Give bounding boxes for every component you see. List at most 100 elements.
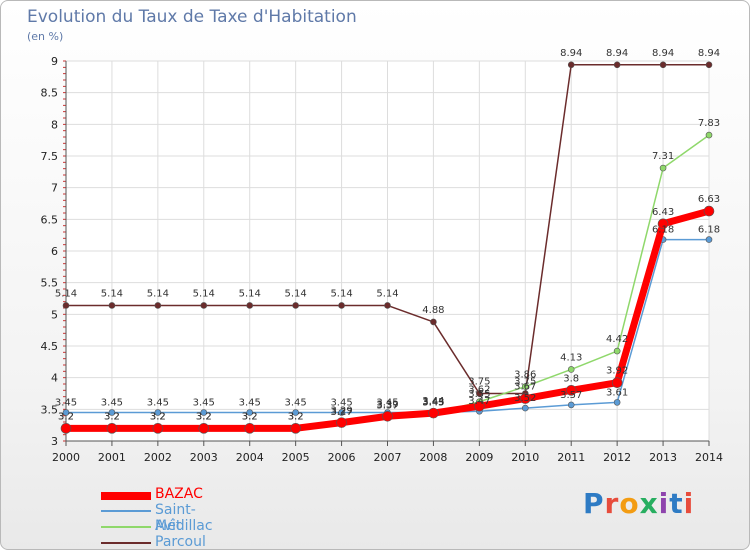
y-tick-label: 8 — [51, 118, 58, 131]
data-label-m-dillac: 7.31 — [652, 151, 674, 162]
data-point-saint-avit — [200, 409, 208, 416]
data-label-saint-avit: 3.45 — [193, 398, 215, 409]
data-point-parcoul — [154, 302, 162, 309]
proxiti-logo: Proxiti — [583, 487, 694, 520]
logo-letter: r — [604, 487, 620, 520]
x-tick-label: 2014 — [695, 451, 723, 464]
x-tick-label: 2009 — [465, 451, 493, 464]
data-label-bazac: 3.2 — [196, 411, 212, 422]
data-label-parcoul: 5.14 — [330, 288, 352, 299]
data-point-m-dillac — [613, 347, 621, 355]
logo-letter: P — [583, 487, 605, 520]
legend-swatch-parcoul — [101, 542, 151, 544]
y-tick-label: 4 — [51, 372, 58, 385]
data-point-parcoul — [246, 302, 254, 309]
data-point-parcoul — [338, 302, 345, 309]
data-label-saint-avit: 6.18 — [698, 225, 720, 236]
data-point-parcoul — [659, 61, 667, 69]
y-tick-label: 7.5 — [41, 150, 59, 163]
data-label-bazac: 6.43 — [652, 207, 674, 218]
data-label-bazac: 3.29 — [330, 406, 352, 417]
data-point-bazac — [474, 400, 485, 412]
data-point-parcoul — [384, 302, 391, 309]
data-label-m-dillac: 3.43 — [422, 397, 444, 408]
data-point-saint-avit — [338, 409, 345, 416]
legend-swatch-medillac — [101, 526, 151, 528]
data-label-bazac: 3.92 — [606, 366, 628, 377]
data-point-saint-avit — [62, 409, 70, 416]
data-point-parcoul — [476, 390, 483, 397]
data-label-m-dillac: 4.42 — [606, 334, 628, 345]
data-label-bazac: 3.2 — [58, 411, 74, 422]
data-point-bazac — [519, 393, 531, 404]
data-label-saint-avit: 3.57 — [560, 390, 582, 401]
data-point-parcoul — [567, 61, 575, 69]
data-point-saint-avit — [705, 236, 713, 243]
x-tick-label: 2007 — [374, 451, 402, 464]
data-label-saint-avit: 3.47 — [468, 396, 490, 407]
data-label-bazac: 3.2 — [242, 411, 258, 422]
logo-letter: i — [683, 487, 695, 520]
data-label-saint-avit: 3.45 — [330, 398, 352, 409]
data-label-saint-avit: 6.18 — [652, 225, 674, 236]
data-label-parcoul: 5.14 — [285, 288, 307, 299]
data-point-m-dillac — [705, 131, 713, 139]
data-point-m-dillac — [659, 164, 667, 172]
y-tick-label: 5.5 — [41, 277, 59, 290]
data-label-m-dillac: 3.2 — [288, 411, 304, 422]
data-point-parcoul — [613, 61, 621, 69]
data-label-parcoul: 5.14 — [101, 288, 123, 299]
data-point-parcoul — [108, 302, 116, 309]
y-tick-label: 3.5 — [41, 403, 59, 416]
data-label-saint-avit: 3.45 — [55, 398, 77, 409]
data-point-bazac — [290, 423, 301, 434]
data-label-saint-avit: 3.45 — [376, 398, 398, 409]
data-label-parcoul: 8.94 — [606, 48, 628, 59]
y-tick-label: 6 — [51, 245, 58, 258]
x-tick-label: 2005 — [282, 451, 310, 464]
data-label-parcoul: 5.14 — [239, 288, 261, 299]
data-label-parcoul: 4.88 — [422, 305, 444, 316]
x-tick-label: 2010 — [511, 451, 539, 464]
y-tick-label: 3 — [51, 435, 58, 448]
x-tick-label: 2004 — [236, 451, 264, 464]
data-label-m-dillac: 3.27 — [330, 407, 352, 418]
y-tick-label: 8.5 — [41, 87, 59, 100]
x-tick-label: 2013 — [649, 451, 677, 464]
data-point-bazac — [244, 423, 256, 434]
y-tick-label: 7 — [51, 182, 58, 195]
data-label-bazac: 3.67 — [514, 382, 536, 393]
data-label-saint-avit: 3.45 — [101, 398, 123, 409]
x-tick-label: 2001 — [98, 451, 126, 464]
x-tick-label: 2006 — [328, 451, 356, 464]
legend-label-parcoul: Parcoul — [155, 534, 206, 550]
data-label-bazac: 3.39 — [376, 399, 398, 410]
data-label-bazac: 3.2 — [104, 411, 120, 422]
x-tick-label: 2003 — [190, 451, 218, 464]
logo-letter: x — [639, 487, 659, 520]
x-tick-label: 2000 — [52, 451, 80, 464]
data-point-bazac — [106, 423, 118, 434]
data-point-bazac — [336, 417, 347, 428]
data-label-m-dillac: 3.37 — [376, 401, 398, 412]
x-tick-label: 2008 — [419, 451, 447, 464]
chart-unit: (en %) — [27, 30, 64, 43]
legend-label-medillac: Médillac — [155, 518, 213, 534]
data-label-saint-avit: 3.45 — [422, 398, 444, 409]
data-label-m-dillac: 3.2 — [242, 411, 258, 422]
data-label-saint-avit: 3.45 — [285, 398, 307, 409]
data-label-parcoul: 3.75 — [468, 377, 490, 388]
data-label-parcoul: 8.94 — [652, 48, 674, 59]
data-label-m-dillac: 3.2 — [196, 411, 212, 422]
data-label-parcoul: 5.14 — [147, 288, 169, 299]
data-label-m-dillac: 3.62 — [468, 385, 490, 396]
logo-letter: o — [619, 487, 640, 520]
data-point-saint-avit — [246, 409, 254, 416]
data-point-m-dillac — [521, 383, 529, 390]
data-label-m-dillac: 3.2 — [58, 411, 74, 422]
y-tick-label: 9 — [51, 55, 58, 68]
legend-label-saint-avit: Saint-Avit — [155, 502, 196, 534]
data-label-bazac: 3.8 — [563, 373, 579, 384]
data-label-m-dillac: 7.83 — [698, 118, 720, 129]
